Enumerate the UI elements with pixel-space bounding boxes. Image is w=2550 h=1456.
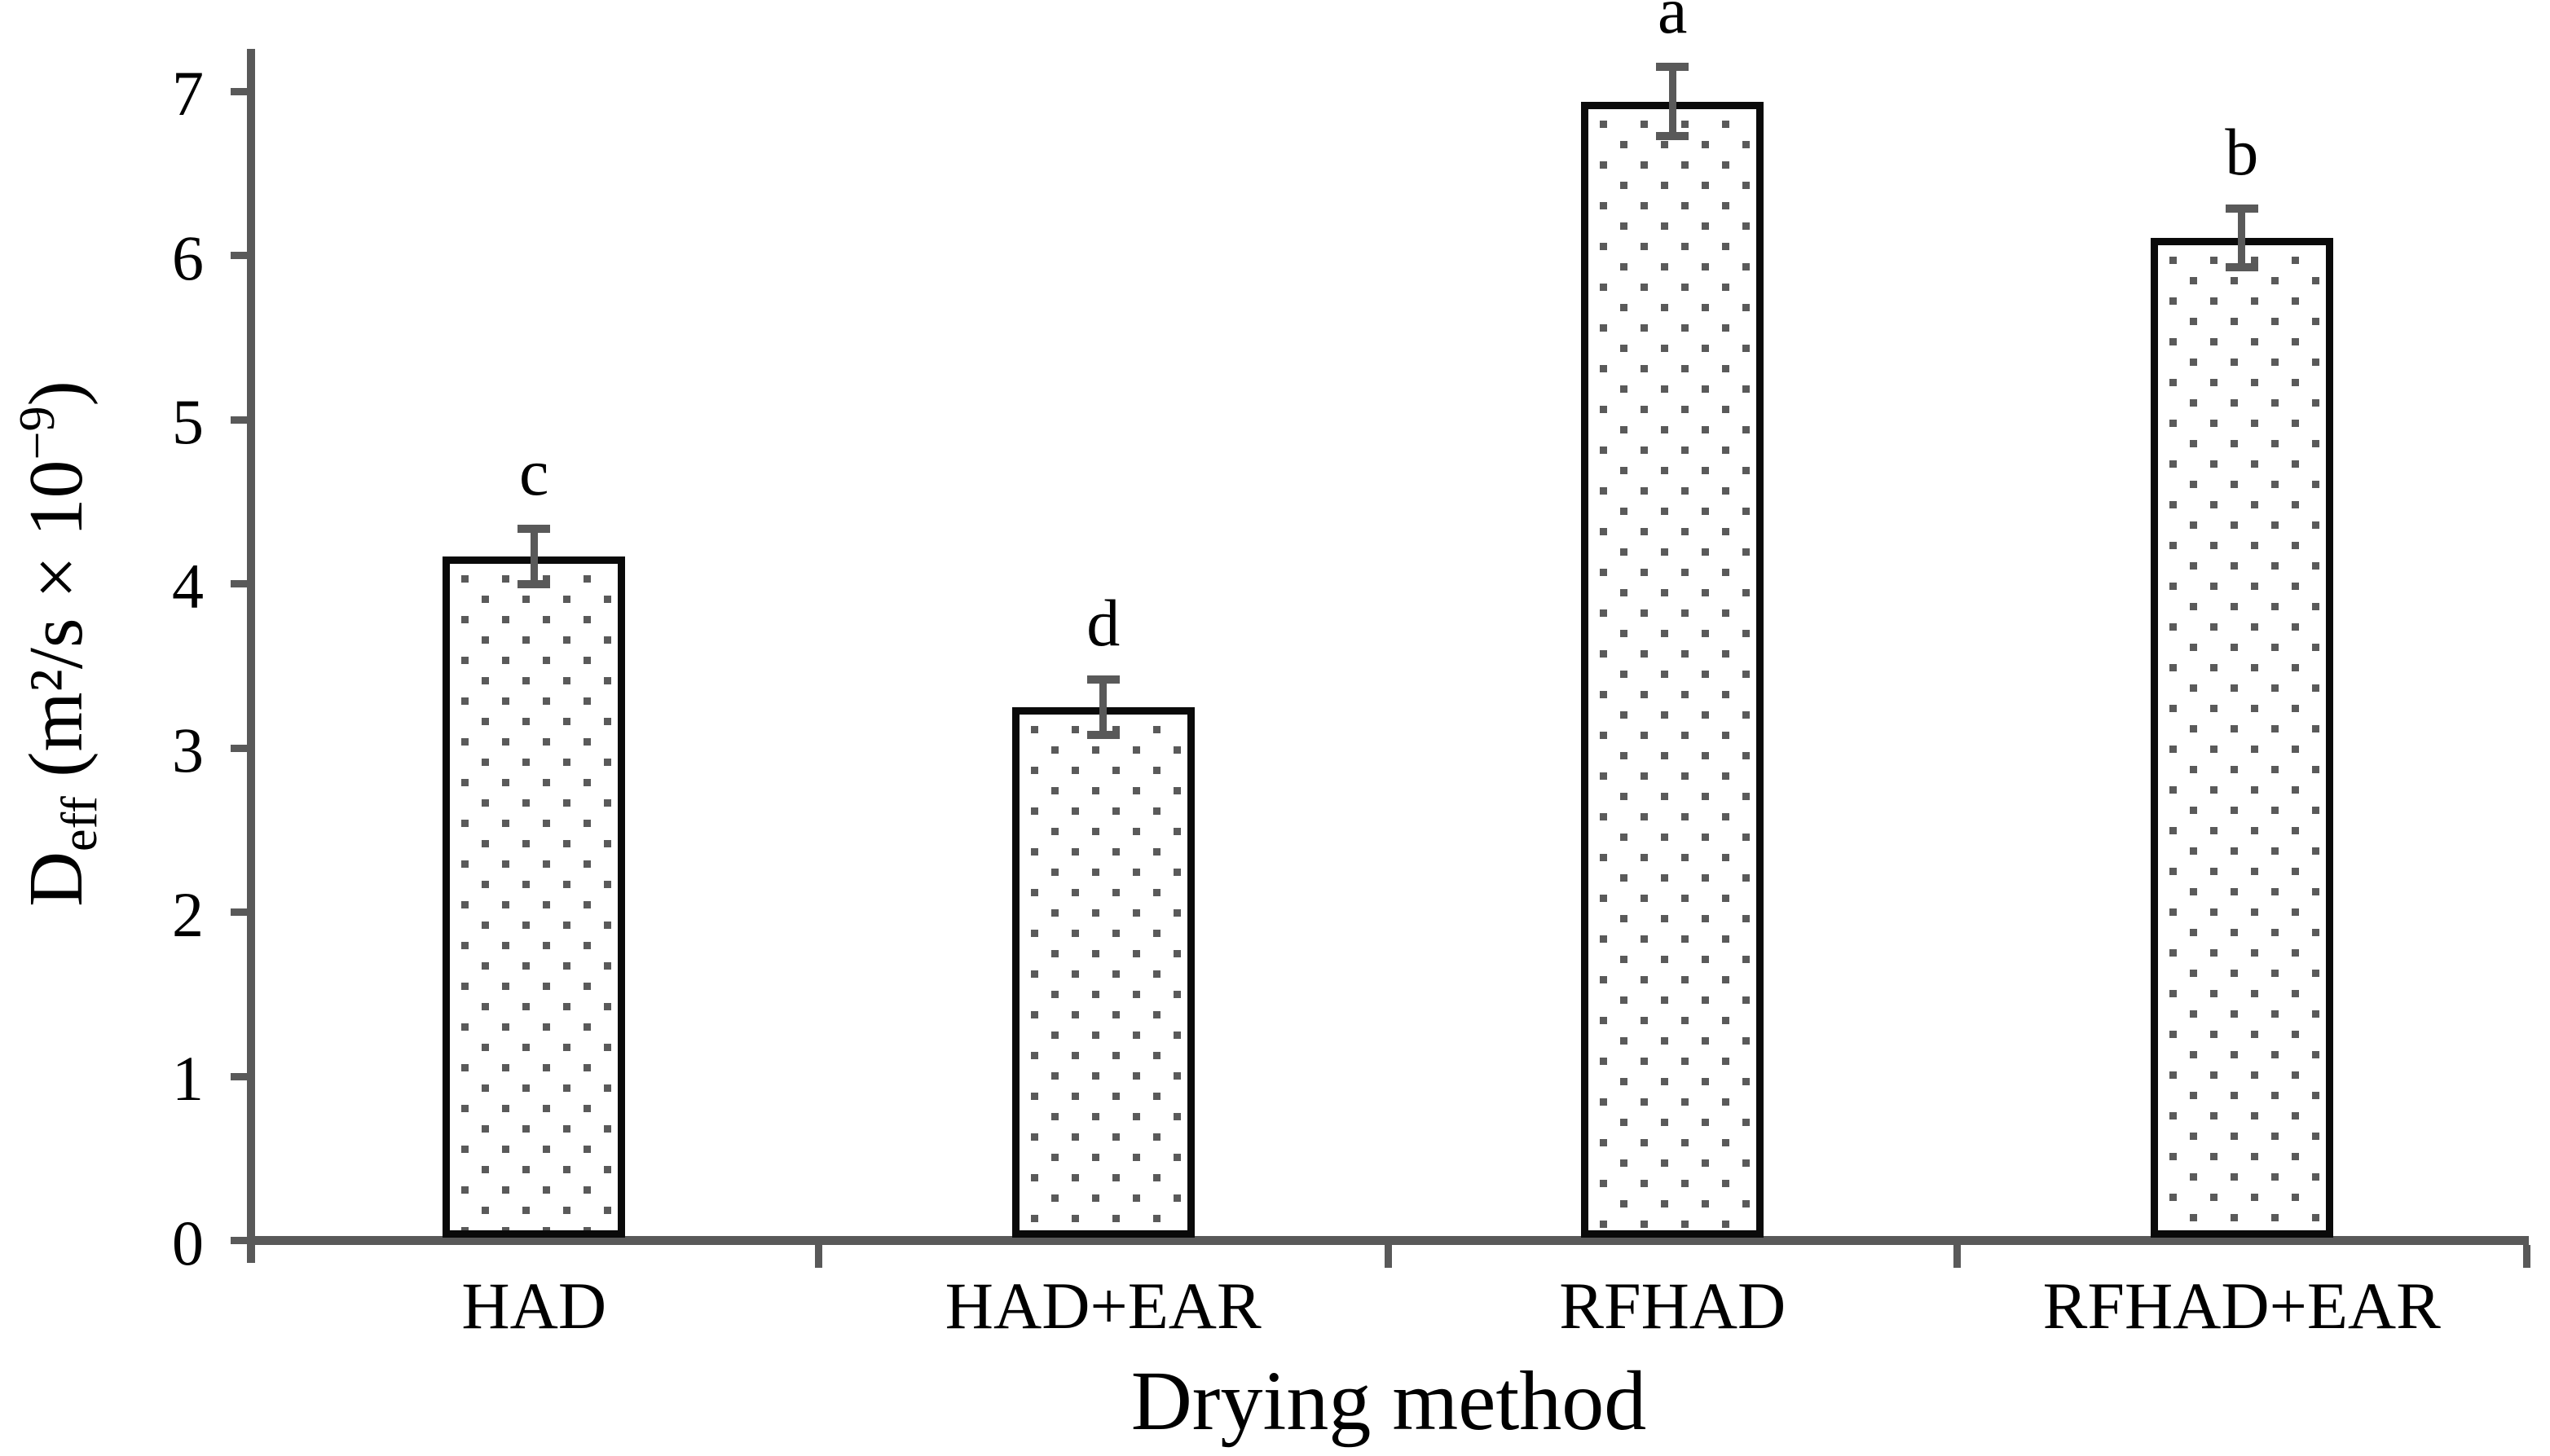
error-bar-top-cap	[1656, 63, 1689, 72]
y-axis-tick	[231, 252, 247, 259]
error-bar-bottom-cap	[2225, 263, 2258, 272]
y-axis-tick	[231, 908, 247, 916]
error-bar-line	[530, 528, 538, 585]
error-bar-line	[2238, 208, 2246, 268]
y-axis-title-subscript: eff	[52, 796, 108, 851]
error-bar-bottom-cap	[517, 580, 551, 589]
x-axis-line	[247, 1236, 2529, 1245]
y-axis-tick	[231, 744, 247, 752]
y-tick-label: 4	[172, 550, 204, 622]
y-axis-title: Deff (m²/s × 10−9)	[10, 380, 108, 907]
y-tick-label: 5	[172, 386, 204, 457]
error-bar-top-cap	[517, 524, 551, 533]
x-tick-label: RFHAD	[1559, 1269, 1786, 1343]
x-axis-title: Drying method	[1130, 1354, 1647, 1448]
significance-letter: d	[1086, 585, 1121, 660]
y-tick-label: 6	[172, 222, 204, 293]
y-tick-label: 3	[172, 715, 204, 785]
y-axis-tick	[231, 1237, 247, 1244]
error-bar-line	[1668, 67, 1676, 136]
error-bar-bottom-cap	[1656, 131, 1689, 140]
x-axis-tick	[2522, 1245, 2530, 1268]
bar	[1581, 101, 1764, 1238]
x-axis-tick	[1953, 1245, 1961, 1268]
bar	[443, 556, 626, 1238]
x-tick-label: HAD+EAR	[945, 1269, 1262, 1343]
significance-letter: b	[2225, 114, 2259, 189]
error-bar-top-cap	[2225, 204, 2258, 213]
bar	[1011, 707, 1195, 1238]
y-axis-line	[247, 49, 255, 1263]
significance-letter: c	[519, 434, 549, 509]
y-tick-label: 0	[172, 1207, 204, 1278]
significance-letter: a	[1658, 0, 1688, 48]
x-tick-label: HAD	[461, 1269, 607, 1343]
bar	[2150, 237, 2333, 1238]
y-axis-tick	[231, 1072, 247, 1080]
y-axis-title-superscript: −9	[10, 406, 65, 460]
error-bar-top-cap	[1086, 675, 1120, 684]
y-axis-tick	[231, 580, 247, 587]
y-axis-tick	[231, 87, 247, 95]
y-tick-label: 7	[172, 58, 204, 129]
y-tick-label: 2	[172, 878, 204, 950]
x-axis-tick	[815, 1245, 822, 1268]
x-axis-tick	[1384, 1245, 1392, 1268]
error-bar-line	[1099, 679, 1108, 736]
y-tick-label: 1	[172, 1043, 204, 1114]
y-axis-tick	[231, 416, 247, 424]
error-bar-bottom-cap	[1086, 731, 1120, 740]
x-tick-label: RFHAD+EAR	[2042, 1269, 2441, 1343]
